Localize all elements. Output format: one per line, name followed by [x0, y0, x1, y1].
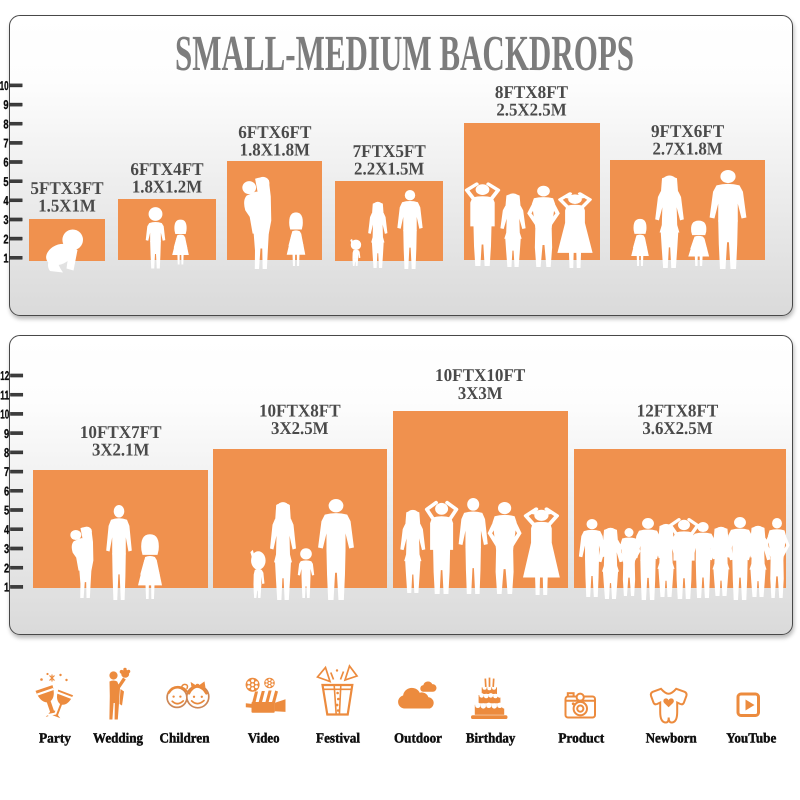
svg-text:Video: Video: [248, 732, 280, 747]
svg-text:Festival: Festival: [316, 732, 360, 747]
svg-text:Outdoor: Outdoor: [394, 732, 442, 747]
svg-text:8: 8: [3, 116, 8, 131]
svg-text:Party: Party: [39, 732, 71, 747]
svg-text:6: 6: [3, 155, 8, 170]
svg-text:9: 9: [3, 97, 8, 112]
svg-text:10: 10: [0, 78, 9, 93]
svg-text:3: 3: [3, 212, 8, 227]
svg-text:Newborn: Newborn: [646, 732, 697, 747]
svg-text:12: 12: [0, 368, 9, 383]
svg-text:YouTube: YouTube: [726, 732, 776, 747]
svg-text:5: 5: [3, 174, 8, 189]
svg-text:Birthday: Birthday: [466, 732, 516, 747]
svg-text:11: 11: [0, 387, 9, 402]
svg-text:Children: Children: [160, 732, 210, 747]
svg-text:10: 10: [0, 407, 9, 422]
svg-text:1: 1: [3, 250, 8, 265]
svg-text:2: 2: [3, 231, 8, 246]
svg-text:Product: Product: [558, 732, 604, 747]
svg-text:Wedding: Wedding: [93, 732, 143, 747]
svg-text:7: 7: [3, 136, 8, 151]
